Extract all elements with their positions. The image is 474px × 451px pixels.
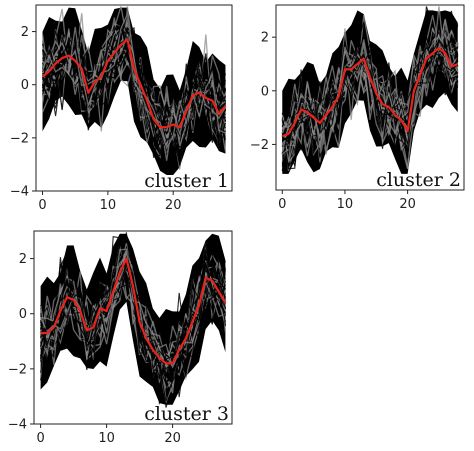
member-trace [40, 255, 226, 380]
y-tick-label: 2 [21, 25, 29, 40]
axes-frame [35, 4, 233, 192]
centroid-line [281, 46, 459, 138]
member-trace [41, 12, 226, 166]
y-tick-label: −4 [8, 418, 27, 433]
member-trace [40, 248, 226, 370]
centroid-line [41, 38, 227, 129]
x-tick-label: 10 [100, 198, 117, 213]
y-tick-label: 0 [261, 84, 269, 99]
cluster-label: cluster 2 [376, 169, 461, 191]
y-tick-label: 0 [21, 78, 29, 93]
y-tick-label: −2 [10, 131, 29, 146]
y-tick-label: −2 [8, 362, 27, 377]
x-tick-label: 0 [36, 431, 44, 446]
x-tick-label: 0 [38, 198, 46, 213]
member-trace [40, 247, 226, 367]
y-tick-label: −4 [10, 185, 29, 200]
x-tick-label: 10 [98, 431, 115, 446]
y-tick-label: −2 [250, 138, 269, 153]
centroid-line [40, 257, 227, 365]
x-tick-label: 10 [337, 197, 354, 212]
member-trace [281, 38, 459, 135]
axes-frame [275, 4, 465, 191]
y-tick-label: 0 [19, 307, 27, 322]
x-tick-label: 20 [164, 431, 181, 446]
trace-area [39, 232, 227, 408]
axes-frame [33, 230, 233, 425]
x-tick-label: 20 [165, 198, 182, 213]
x-tick-label: 0 [278, 197, 286, 212]
cluster-label: cluster 3 [144, 403, 229, 425]
member-trace [40, 261, 226, 372]
member-trace [41, 11, 226, 150]
cluster-label: cluster 1 [144, 170, 229, 192]
trace-area [41, 6, 227, 176]
trace-area [281, 6, 459, 174]
y-tick-label: 2 [19, 252, 27, 267]
x-tick-label: 20 [399, 197, 416, 212]
y-tick-label: 2 [261, 31, 269, 46]
